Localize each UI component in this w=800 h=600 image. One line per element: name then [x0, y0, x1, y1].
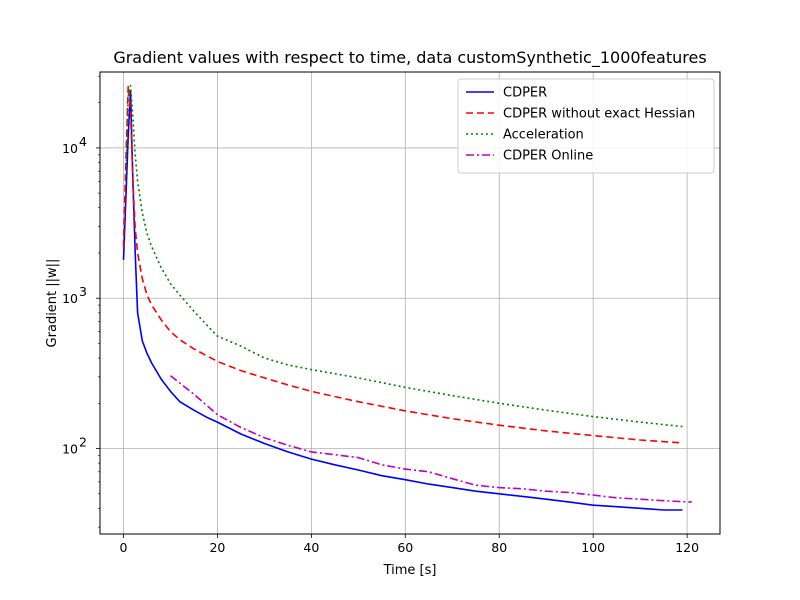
chart-title: Gradient values with respect to time, da… — [113, 48, 706, 68]
y-tick-label: 10 — [62, 291, 78, 306]
legend-label: CDPER Online — [503, 149, 593, 164]
series-line-cdper — [122, 90, 683, 511]
legend-label: CDPER without exact Hessian — [503, 107, 695, 122]
series-line-acceleration — [125, 84, 683, 428]
legend: CDPER CDPER without exact Hessian Accelera… — [457, 78, 715, 174]
x-tick-label: 100 — [581, 540, 605, 555]
series-lines — [122, 84, 692, 511]
x-tick-label: 20 — [209, 540, 225, 555]
x-tick-label: 40 — [303, 540, 319, 555]
y-tick-label: 10 — [62, 442, 78, 457]
x-tick-label: 60 — [397, 540, 413, 555]
x-axis-label: Time [s] — [383, 563, 437, 578]
y-tick-exponent: 3 — [79, 284, 87, 299]
y-tick-exponent: 2 — [79, 435, 87, 450]
y-tick-label: 10 — [62, 141, 78, 156]
plot-frame — [99, 71, 721, 535]
legend-label: CDPER — [503, 86, 547, 101]
y-tick-exponent: 4 — [79, 134, 87, 149]
x-tick-label: 80 — [491, 540, 507, 555]
legend-box — [457, 78, 715, 174]
series-line-cdper-without-exact-hessian — [122, 84, 683, 444]
x-tick-label: 0 — [120, 540, 128, 555]
x-tick-label: 120 — [675, 540, 699, 555]
legend-label: Acceleration — [503, 128, 584, 143]
y-axis-label: Gradient ||w|| — [45, 259, 60, 348]
